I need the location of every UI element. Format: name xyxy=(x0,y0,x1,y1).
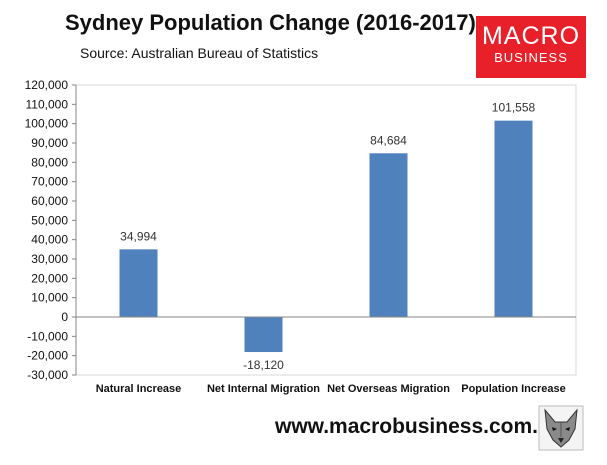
bar-4 xyxy=(494,120,533,317)
fox-head-icon xyxy=(538,405,584,451)
x-axis-labels: Natural Increase Net Internal Migration Ne… xyxy=(96,383,566,395)
logo-line-2: BUSINESS xyxy=(494,50,568,65)
x-category-label-4: Population Increase xyxy=(461,383,566,395)
bar-2 xyxy=(244,317,283,353)
data-label-1: 34,994 xyxy=(120,229,157,243)
y-tick-label: 30,000 xyxy=(31,252,68,266)
x-category-label-1: Natural Increase xyxy=(96,383,182,395)
bar-3 xyxy=(369,153,408,317)
y-tick-label: 120,000 xyxy=(25,78,69,92)
bar-chart: -30,000 -20,000 -10,000 0 10,000 20,000 30,000… xyxy=(25,78,577,395)
y-tick-label: 90,000 xyxy=(31,136,68,150)
chart-subtitle: Source: Australian Bureau of Statistics xyxy=(80,45,319,61)
data-label-4: 101,558 xyxy=(492,101,536,115)
y-tick-label: 70,000 xyxy=(31,175,68,189)
footer-url[interactable]: www.macrobusiness.com.au xyxy=(275,415,563,438)
chart-title: Sydney Population Change (2016-2017) xyxy=(65,10,476,35)
y-tick-label: 50,000 xyxy=(31,213,68,227)
bars xyxy=(119,120,533,353)
data-labels: 34,994 -18,120 84,684 101,558 xyxy=(120,101,535,372)
macrobusiness-logo: MACRO BUSINESS xyxy=(476,16,586,78)
y-tick-label: -20,000 xyxy=(27,349,68,363)
y-tick-label: 80,000 xyxy=(31,155,68,169)
x-category-label-3: Net Overseas Migration xyxy=(327,383,450,395)
y-tick-label: 0 xyxy=(61,310,68,324)
y-tick-label: -10,000 xyxy=(27,329,68,343)
logo-line-1: MACRO xyxy=(481,22,581,50)
x-category-label-2: Net Internal Migration xyxy=(207,383,320,395)
y-tick-label: 110,000 xyxy=(26,97,69,111)
y-tick-label: 20,000 xyxy=(31,271,68,285)
bar-1 xyxy=(119,249,158,317)
y-tick-label: 40,000 xyxy=(31,233,68,247)
y-tick-label: 100,000 xyxy=(25,117,69,131)
data-label-2: -18,120 xyxy=(243,358,284,372)
y-tick-label: 10,000 xyxy=(31,291,68,305)
y-tick-label: -30,000 xyxy=(27,368,68,382)
y-tick-label: 60,000 xyxy=(31,194,68,208)
data-label-3: 84,684 xyxy=(370,133,407,147)
y-axis-ticks: -30,000 -20,000 -10,000 0 10,000 20,000 30,000… xyxy=(25,78,76,382)
